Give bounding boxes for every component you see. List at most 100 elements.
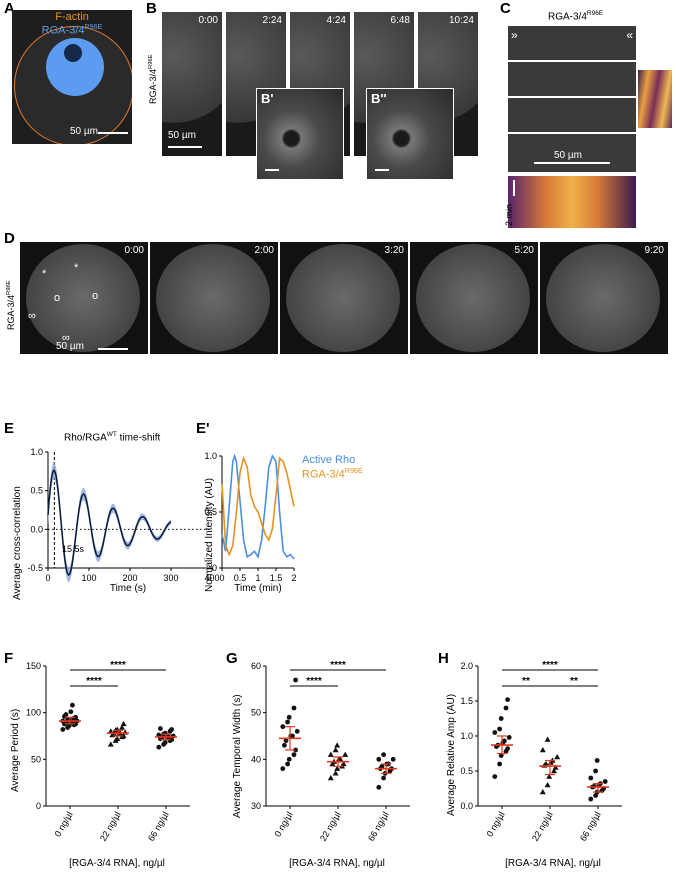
timestamp: 4:24 bbox=[326, 15, 346, 26]
tick-label: 100 bbox=[81, 573, 96, 583]
embryo bbox=[156, 244, 270, 352]
data-point bbox=[539, 747, 546, 753]
scalebar-b bbox=[168, 146, 202, 148]
factin-label: F-actin bbox=[55, 11, 89, 23]
inset-label: B' bbox=[261, 91, 274, 106]
scalebar-label-b: 50 µm bbox=[168, 130, 196, 141]
cross-correlation-line bbox=[47, 469, 172, 576]
data-point bbox=[291, 752, 297, 758]
category-label: 66 ng/µl bbox=[578, 810, 603, 843]
category-label: 22 ng/µl bbox=[318, 810, 343, 843]
series-line bbox=[221, 455, 295, 557]
panel-c-title: RGA-3/4R96E bbox=[548, 10, 604, 23]
data-point bbox=[73, 714, 78, 720]
tick-label: 0 bbox=[36, 801, 41, 811]
panel-label-f: F bbox=[4, 650, 14, 667]
data-point bbox=[60, 727, 66, 732]
panel-label-c: C bbox=[500, 0, 511, 17]
panel-label-h: H bbox=[438, 650, 449, 667]
inset-b-prime: B' bbox=[256, 88, 344, 180]
data-point bbox=[280, 766, 286, 772]
panel-d-frame: 3:20 bbox=[280, 242, 408, 354]
tick-label: 50 bbox=[251, 708, 261, 718]
data-point bbox=[332, 770, 339, 776]
rga-label: RGA-3/4R96E bbox=[41, 23, 103, 37]
scalebar-label-c: 50 µm bbox=[554, 150, 582, 161]
tick-label: 150 bbox=[26, 661, 41, 671]
data-point bbox=[68, 709, 74, 715]
data-point bbox=[286, 756, 292, 762]
data-point bbox=[342, 751, 349, 757]
tick-label: 0.5 bbox=[460, 766, 473, 776]
data-point bbox=[390, 756, 396, 762]
tick-label: 60 bbox=[251, 661, 261, 671]
data-point bbox=[169, 727, 175, 732]
cell-marker: * bbox=[42, 268, 47, 280]
data-point bbox=[544, 736, 551, 742]
data-point bbox=[602, 779, 608, 784]
panel-g-ylabel: Average Temporal Width (s) bbox=[232, 694, 243, 818]
category-label: 0 ng/µl bbox=[484, 810, 506, 839]
data-point bbox=[280, 724, 286, 730]
embryo bbox=[26, 244, 140, 352]
panel-d-frame: 5:20 bbox=[410, 242, 538, 354]
cell-marker: o bbox=[54, 292, 61, 304]
data-point bbox=[169, 737, 175, 743]
time-scalebar bbox=[513, 180, 515, 196]
tick-label: 0.0 bbox=[30, 524, 43, 534]
data-point bbox=[594, 758, 600, 763]
tick-label: 2 bbox=[291, 573, 296, 583]
tick-label: 1.0 bbox=[460, 731, 473, 741]
inset-scalebar bbox=[375, 169, 389, 171]
panel-c-strip-2 bbox=[508, 62, 636, 96]
panel-label-e2: E' bbox=[196, 420, 210, 437]
significance-stars: ** bbox=[522, 676, 530, 687]
panel-d-frame: 0:00 bbox=[20, 242, 148, 354]
category-label: 66 ng/µl bbox=[146, 810, 171, 843]
data-point bbox=[66, 723, 72, 729]
significance-stars: **** bbox=[110, 660, 126, 671]
data-point bbox=[376, 756, 382, 762]
panel-label-e: E bbox=[4, 420, 15, 437]
tick-label: 1 bbox=[255, 573, 260, 583]
inset-scalebar bbox=[265, 169, 279, 171]
tick-label: 30 bbox=[251, 801, 261, 811]
tick-label: 0.0 bbox=[460, 801, 473, 811]
tick-label: 1.0 bbox=[30, 447, 43, 457]
data-point bbox=[327, 751, 334, 757]
data-point bbox=[293, 747, 298, 753]
data-point bbox=[492, 774, 498, 779]
tick-label: 1.5 bbox=[460, 696, 473, 706]
data-point bbox=[546, 773, 553, 779]
embryo bbox=[286, 244, 400, 352]
tick-label: 0 bbox=[212, 563, 217, 573]
data-point bbox=[120, 720, 127, 727]
cell-marker: o bbox=[92, 290, 99, 302]
panel-b-frame: 0:00 bbox=[162, 12, 222, 156]
data-point bbox=[120, 733, 127, 739]
embryo bbox=[546, 244, 660, 352]
data-point bbox=[340, 761, 347, 767]
data-point bbox=[63, 712, 69, 717]
data-point bbox=[506, 735, 512, 740]
data-point bbox=[492, 730, 498, 735]
data-point bbox=[554, 754, 561, 760]
data-point bbox=[552, 764, 559, 770]
data-point bbox=[543, 761, 549, 767]
inset-label: B'' bbox=[371, 91, 387, 106]
significance-stars: **** bbox=[542, 660, 558, 671]
series-line bbox=[221, 453, 295, 560]
panel-label-g: G bbox=[226, 650, 238, 667]
arrow-right-marker: « bbox=[626, 28, 633, 42]
data-point bbox=[156, 744, 162, 750]
tick-label: 2.0 bbox=[460, 661, 473, 671]
tick-label: 0 bbox=[219, 573, 224, 583]
panel-label-b: B bbox=[146, 0, 157, 17]
data-point bbox=[334, 742, 341, 748]
data-point bbox=[505, 697, 510, 702]
data-point bbox=[498, 753, 504, 758]
tick-label: -0.5 bbox=[27, 563, 43, 573]
ci-band bbox=[48, 461, 171, 583]
nucleolus bbox=[64, 44, 82, 62]
tick-label: 0 bbox=[45, 573, 50, 583]
